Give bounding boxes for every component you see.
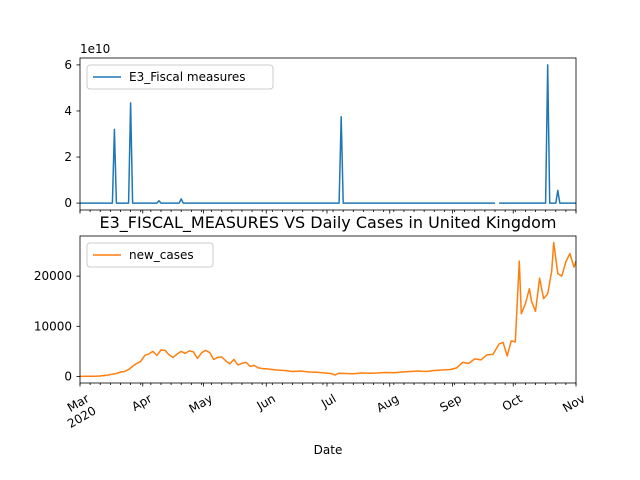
bottom-axes-frame <box>79 235 577 384</box>
top-series-line <box>80 64 576 204</box>
top-legend-box <box>86 64 274 90</box>
bottom-y-tick-label: 10000 <box>34 319 72 333</box>
top-axes-frame <box>79 57 577 211</box>
bottom-legend-box <box>86 242 214 268</box>
x-tick-label-group: Jul <box>318 391 338 411</box>
top-y-tick-label: 2 <box>64 150 72 164</box>
x-axis-label: Date <box>314 443 343 457</box>
bottom-legend-label: new_cases <box>129 248 194 262</box>
top-y-tick-label: 4 <box>64 104 72 118</box>
top-panel: 1e10 0 2 4 6 E3_Fiscal measures <box>64 42 577 214</box>
top-y-tick-label: 0 <box>64 196 72 210</box>
top-y-tick-label: 6 <box>64 58 72 72</box>
bottom-y-ticks: 0 10000 20000 <box>34 269 80 383</box>
bottom-chart-title: E3_FISCAL_MEASURES VS Daily Cases in Uni… <box>99 213 556 233</box>
bottom-series-line <box>79 241 577 378</box>
top-multiplier-label: 1e10 <box>80 42 110 56</box>
x-tick-label: Jul <box>318 391 338 411</box>
top-legend: E3_Fiscal measures <box>86 64 274 90</box>
top-y-ticks: 0 2 4 6 <box>64 58 80 210</box>
top-legend-label: E3_Fiscal measures <box>129 70 246 84</box>
bottom-y-tick-label: 0 <box>64 369 72 383</box>
bottom-y-tick-label: 20000 <box>34 269 72 283</box>
bottom-legend: new_cases <box>86 242 214 268</box>
